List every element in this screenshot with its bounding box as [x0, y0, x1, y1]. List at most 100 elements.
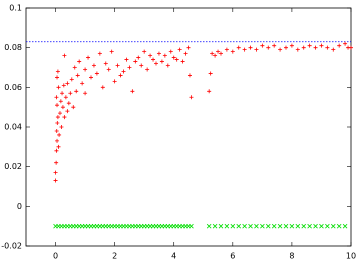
y-tick-label: 0.1: [9, 4, 22, 13]
x-tick-label: 4: [171, 252, 176, 261]
point: [271, 223, 277, 229]
point: [115, 63, 120, 68]
point: [187, 73, 192, 78]
point: [248, 45, 253, 50]
point: [55, 115, 60, 120]
point: [219, 51, 223, 56]
point: [162, 53, 167, 58]
point: [156, 51, 161, 56]
point: [301, 223, 307, 229]
point: [186, 45, 191, 50]
point: [55, 75, 60, 80]
y-tick-label: 0.08: [4, 43, 22, 52]
point: [145, 67, 150, 72]
point: [216, 49, 221, 54]
point: [142, 49, 147, 54]
point: [218, 223, 224, 229]
point: [66, 101, 71, 106]
point: [65, 109, 70, 114]
point: [71, 105, 76, 110]
point: [112, 79, 117, 84]
point: [136, 55, 141, 60]
point: [307, 223, 312, 229]
point: [83, 67, 88, 72]
point: [127, 65, 132, 70]
y-tick-label: 0: [17, 202, 22, 211]
point: [121, 69, 126, 74]
point: [171, 55, 176, 60]
point: [65, 81, 70, 86]
point: [118, 73, 123, 78]
point: [55, 103, 60, 108]
point: [154, 61, 158, 66]
point: [212, 223, 218, 229]
point: [254, 223, 259, 229]
plot-border: [25, 7, 352, 247]
point: [148, 53, 153, 58]
point: [224, 47, 229, 52]
point: [230, 49, 235, 54]
point: [342, 223, 348, 229]
point: [55, 121, 60, 126]
point: [53, 178, 58, 183]
point: [54, 95, 59, 100]
point: [80, 81, 85, 86]
point: [75, 73, 80, 78]
point: [278, 47, 283, 52]
point: [313, 45, 318, 50]
point: [307, 43, 312, 48]
y-tick-label: -0.02: [1, 242, 22, 251]
point: [124, 57, 129, 62]
point: [59, 125, 64, 129]
point: [319, 43, 324, 48]
point: [295, 47, 300, 52]
point: [54, 160, 59, 165]
point: [277, 223, 283, 229]
point: [272, 43, 277, 48]
point: [103, 61, 108, 66]
point: [77, 59, 82, 64]
point: [319, 223, 324, 229]
point: [62, 115, 67, 120]
x-tick-label: 10: [346, 252, 356, 261]
point: [242, 47, 247, 52]
point: [159, 59, 164, 64]
point: [236, 45, 241, 50]
point: [61, 83, 66, 88]
y-tick-label: 0.02: [4, 162, 22, 171]
point: [260, 223, 265, 229]
point: [177, 47, 182, 52]
point: [54, 128, 59, 133]
point: [54, 148, 59, 153]
point: [97, 51, 102, 56]
point: [224, 223, 230, 229]
point: [55, 69, 60, 74]
point: [242, 223, 247, 229]
point: [208, 71, 213, 76]
point: [189, 95, 194, 100]
point: [349, 45, 353, 50]
point: [289, 223, 295, 229]
point: [207, 89, 212, 94]
point: [139, 63, 144, 68]
point: [60, 91, 65, 96]
point: [284, 45, 288, 50]
point: [74, 89, 79, 94]
point: [58, 99, 63, 104]
point: [337, 43, 342, 48]
point: [89, 75, 93, 80]
point: [130, 89, 135, 94]
point: [325, 223, 330, 229]
point: [57, 132, 62, 137]
x-tick-label: 6: [230, 252, 235, 261]
point: [230, 223, 236, 229]
point: [343, 41, 348, 46]
y-tick-label: 0.06: [4, 83, 22, 92]
point: [331, 47, 336, 52]
point: [165, 63, 170, 68]
point: [56, 85, 61, 90]
y-tick-label: 0.04: [4, 123, 22, 132]
point: [69, 77, 74, 82]
point: [301, 45, 306, 50]
